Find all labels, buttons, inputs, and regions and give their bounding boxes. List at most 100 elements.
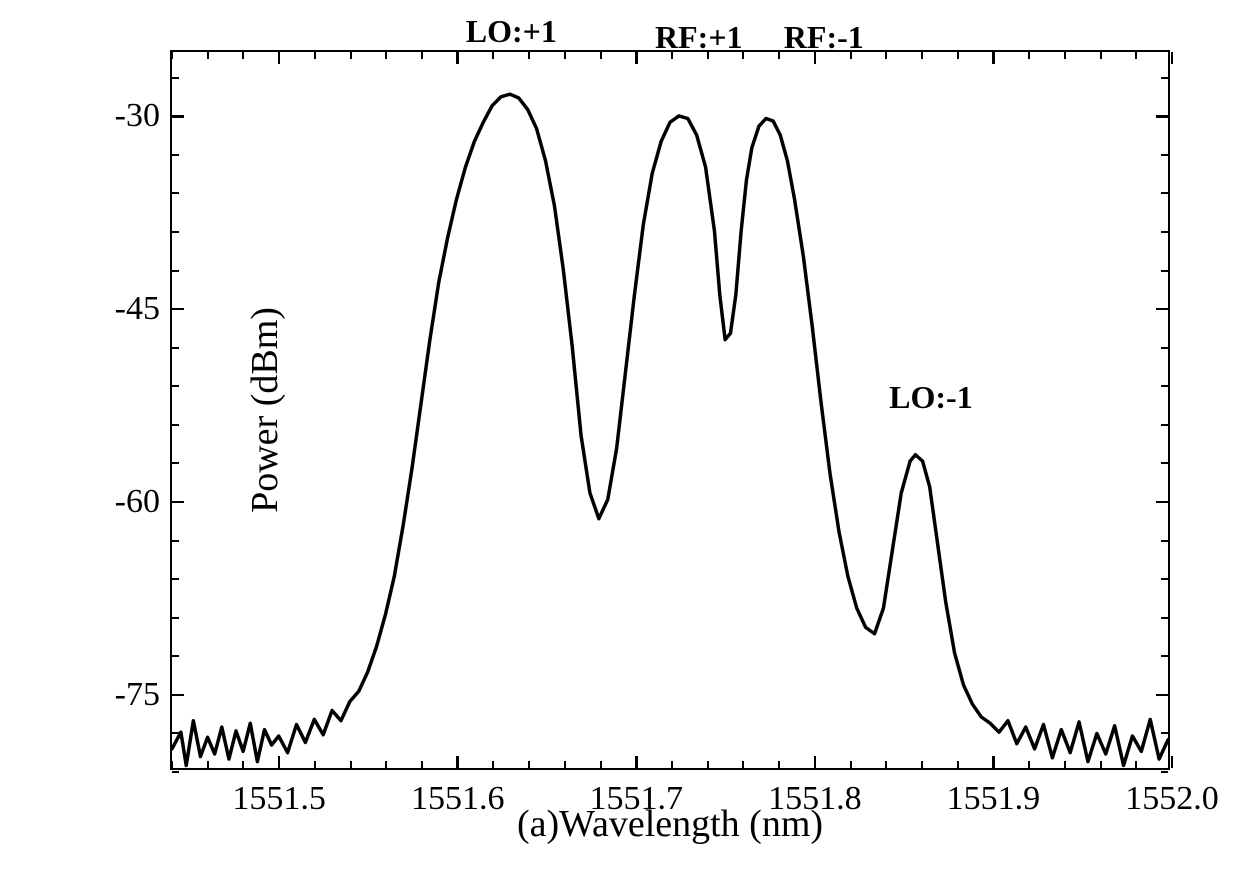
x-minor-tick-top xyxy=(921,52,923,59)
y-minor-tick xyxy=(172,192,179,194)
x-minor-tick-top xyxy=(1100,52,1102,59)
x-minor-tick-top xyxy=(1064,52,1066,59)
y-minor-tick-right xyxy=(1161,424,1168,426)
y-minor-tick-right xyxy=(1161,462,1168,464)
y-tick-label: -60 xyxy=(115,483,160,521)
x-major-tick-top xyxy=(1171,52,1174,64)
y-major-tick xyxy=(172,115,184,118)
x-tick-label: 1551.7 xyxy=(590,780,684,818)
y-minor-tick-right xyxy=(1161,617,1168,619)
x-minor-tick-top xyxy=(1028,52,1030,59)
y-minor-tick xyxy=(172,347,179,349)
x-minor-tick-top xyxy=(600,52,602,59)
y-minor-tick-right xyxy=(1161,270,1168,272)
x-minor-tick xyxy=(1135,761,1137,768)
x-major-tick xyxy=(456,756,459,768)
y-minor-tick xyxy=(172,77,179,79)
x-minor-tick xyxy=(1028,761,1030,768)
y-minor-tick-right xyxy=(1161,578,1168,580)
x-minor-tick-top xyxy=(314,52,316,59)
y-minor-tick xyxy=(172,154,179,156)
y-minor-tick-right xyxy=(1161,655,1168,657)
y-minor-tick-right xyxy=(1161,77,1168,79)
x-minor-tick-top xyxy=(1135,52,1137,59)
x-major-tick xyxy=(635,756,638,768)
y-minor-tick-right xyxy=(1161,385,1168,387)
y-minor-tick xyxy=(172,655,179,657)
x-minor-tick-top xyxy=(564,52,566,59)
y-minor-tick xyxy=(172,771,179,773)
x-minor-tick-top xyxy=(528,52,530,59)
x-tick-label: 1552.0 xyxy=(1125,780,1219,818)
x-minor-tick xyxy=(957,761,959,768)
x-major-tick-top xyxy=(992,52,995,64)
x-minor-tick-top xyxy=(385,52,387,59)
x-major-tick xyxy=(1171,756,1174,768)
x-major-tick xyxy=(814,756,817,768)
x-major-tick-top xyxy=(635,52,638,64)
x-minor-tick xyxy=(528,761,530,768)
y-minor-tick xyxy=(172,732,179,734)
y-minor-tick xyxy=(172,578,179,580)
x-minor-tick xyxy=(242,761,244,768)
peak-label: RF:+1 xyxy=(655,19,743,56)
x-minor-tick-top xyxy=(778,52,780,59)
x-minor-tick-top xyxy=(207,52,209,59)
x-minor-tick-top xyxy=(885,52,887,59)
y-minor-tick-right xyxy=(1161,231,1168,233)
x-minor-tick-top xyxy=(171,52,173,59)
x-minor-tick xyxy=(778,761,780,768)
x-minor-tick-top xyxy=(742,52,744,59)
y-major-tick xyxy=(172,308,184,311)
plot-area: Power (dBm) (a)Wavelength (nm) -30-45-60… xyxy=(170,50,1170,770)
x-minor-tick-top xyxy=(350,52,352,59)
y-minor-tick xyxy=(172,424,179,426)
x-tick-label: 1551.9 xyxy=(947,780,1041,818)
y-major-tick-right xyxy=(1156,308,1168,311)
y-major-tick xyxy=(172,694,184,697)
x-minor-tick-top xyxy=(242,52,244,59)
x-minor-tick-top xyxy=(421,52,423,59)
x-major-tick xyxy=(992,756,995,768)
x-minor-tick xyxy=(421,761,423,768)
y-major-tick-right xyxy=(1156,694,1168,697)
x-minor-tick xyxy=(921,761,923,768)
y-minor-tick-right xyxy=(1161,771,1168,773)
x-minor-tick xyxy=(1100,761,1102,768)
y-tick-label: -30 xyxy=(115,97,160,135)
y-minor-tick-right xyxy=(1161,154,1168,156)
x-minor-tick xyxy=(850,761,852,768)
x-minor-tick-top xyxy=(492,52,494,59)
peak-label: LO:-1 xyxy=(889,379,973,416)
x-minor-tick xyxy=(564,761,566,768)
y-minor-tick-right xyxy=(1161,540,1168,542)
x-minor-tick-top xyxy=(957,52,959,59)
x-minor-tick xyxy=(885,761,887,768)
x-minor-tick xyxy=(171,761,173,768)
x-major-tick-top xyxy=(278,52,281,64)
chart-container: Power (dBm) (a)Wavelength (nm) -30-45-60… xyxy=(60,30,1210,850)
x-minor-tick xyxy=(385,761,387,768)
x-major-tick xyxy=(278,756,281,768)
y-minor-tick xyxy=(172,617,179,619)
x-minor-tick xyxy=(707,761,709,768)
x-minor-tick xyxy=(207,761,209,768)
x-tick-label: 1551.5 xyxy=(232,780,326,818)
x-major-tick-top xyxy=(456,52,459,64)
peak-label: RF:-1 xyxy=(784,19,864,56)
x-minor-tick xyxy=(600,761,602,768)
peak-label: LO:+1 xyxy=(466,13,557,50)
spectrum-svg xyxy=(172,52,1168,768)
y-minor-tick-right xyxy=(1161,732,1168,734)
y-minor-tick xyxy=(172,231,179,233)
x-minor-tick xyxy=(492,761,494,768)
x-tick-label: 1551.6 xyxy=(411,780,505,818)
y-minor-tick xyxy=(172,385,179,387)
y-major-tick xyxy=(172,501,184,504)
y-minor-tick xyxy=(172,540,179,542)
y-tick-label: -45 xyxy=(115,290,160,328)
x-minor-tick xyxy=(314,761,316,768)
y-minor-tick xyxy=(172,462,179,464)
x-minor-tick xyxy=(742,761,744,768)
x-minor-tick xyxy=(1064,761,1066,768)
